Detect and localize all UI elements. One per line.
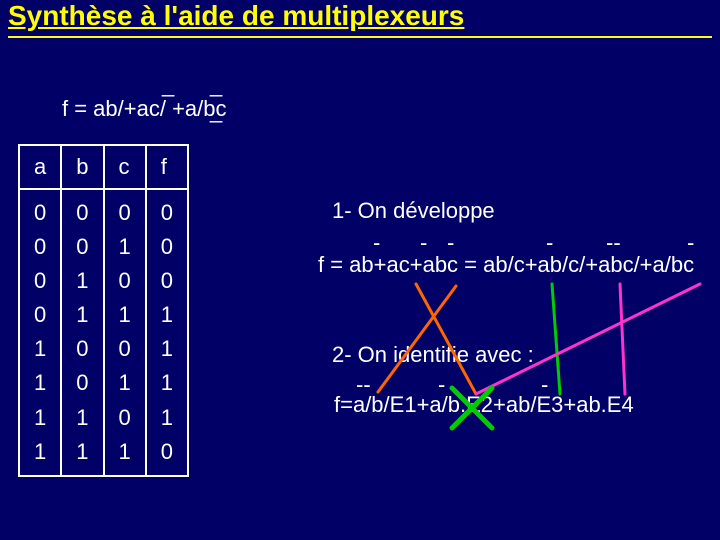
col-header-c: c [104,145,146,189]
overbar-seg: _ [162,72,173,98]
col-a-cells: 00001111 [19,189,61,476]
note-identify: 2- On identifie avec : [332,342,534,368]
col-header-f: f [146,145,188,189]
col-header-a: a [19,145,61,189]
note-develop: 1- On développe [332,198,495,224]
note-factor: f=a/b/E1+a/b.E2+ab/E3+ab.E4 [334,392,634,418]
title-block: Synthèse à l'aide de multiplexeurs [8,0,712,38]
col-b-cells: 00110011 [61,189,103,476]
truth-table: a b c f 00001111 00110011 01010101 00011… [18,144,189,477]
col-c-cells: 01010101 [104,189,146,476]
page-title: Synthèse à l'aide de multiplexeurs [8,0,712,32]
col-header-b: b [61,145,103,189]
slide-root: Synthèse à l'aide de multiplexeurs _ _ _… [0,0,720,540]
col-f-cells: 00011110 [146,189,188,476]
title-underline [8,36,712,38]
note-expand: f = ab+ac+abc = ab/c+ab/c/+abc/+a/bc [318,252,694,278]
formula-main: f = ab/+ac/ +a/bc [62,96,227,122]
